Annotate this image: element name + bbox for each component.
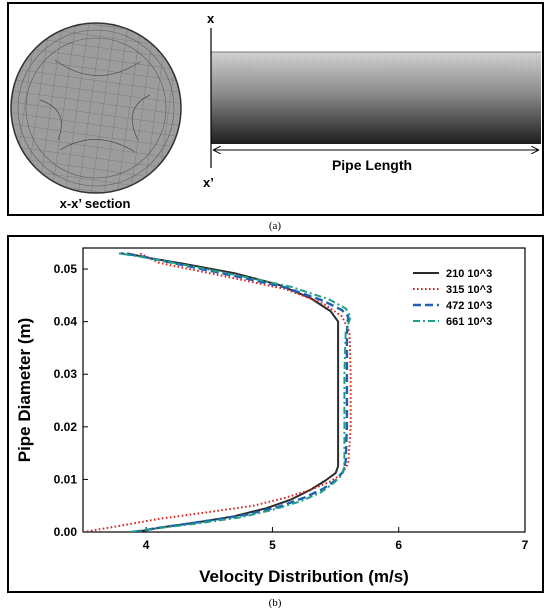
plot-area [82,247,526,533]
panel-a: x x’ x-x’ section Pipe Length [7,2,544,216]
caption-a: (a) [269,220,282,232]
y-tick-label: 0.00 [54,525,78,539]
legend-label-1: 210 10^3 [446,268,492,280]
caption-b: (b) [269,597,282,609]
y-tick-label: 0.01 [54,472,78,486]
x-tick-label: 5 [269,538,276,552]
panel-b-frame [7,235,544,593]
legend-label-4: 661 10^3 [446,316,492,328]
section-label: x-x’ section [60,196,131,211]
pipe-side-mesh [211,51,541,144]
series-line-1 [126,252,340,532]
panel-b: 4 5 6 7 0.00 0.01 0.02 0.03 0.04 0.05 Velocity D… [7,235,544,593]
y-tick-label: 0.04 [54,315,78,329]
x-tick-label: 4 [143,538,150,552]
section-mark-top: x [207,11,215,26]
y-tick-label: 0.03 [54,367,78,381]
section-mark-bottom: x’ [203,175,214,190]
velocity-curves [83,252,352,532]
y-tick-label: 0.02 [54,420,78,434]
series-line-3 [120,252,350,532]
series-line-4 [118,252,352,532]
series-line-2 [83,252,352,532]
x-axis-ticks: 4 5 6 7 [143,527,529,552]
legend-label-3: 472 10^3 [446,300,492,312]
y-axis-ticks: 0.00 0.01 0.02 0.03 0.04 0.05 [54,262,88,539]
pipe-cross-section-mesh [10,22,182,194]
y-tick-label: 0.05 [54,262,78,276]
x-axis-label: Velocity Distribution (m/s) [199,567,409,586]
x-tick-label: 6 [395,538,402,552]
legend-label-2: 315 10^3 [446,284,492,296]
pipe-length-label: Pipe Length [332,157,412,173]
legend: 210 10^3 315 10^3 472 10^3 661 10^3 [413,268,492,328]
y-axis-label: Pipe Diameter (m) [15,318,34,463]
x-tick-label: 7 [522,538,529,552]
